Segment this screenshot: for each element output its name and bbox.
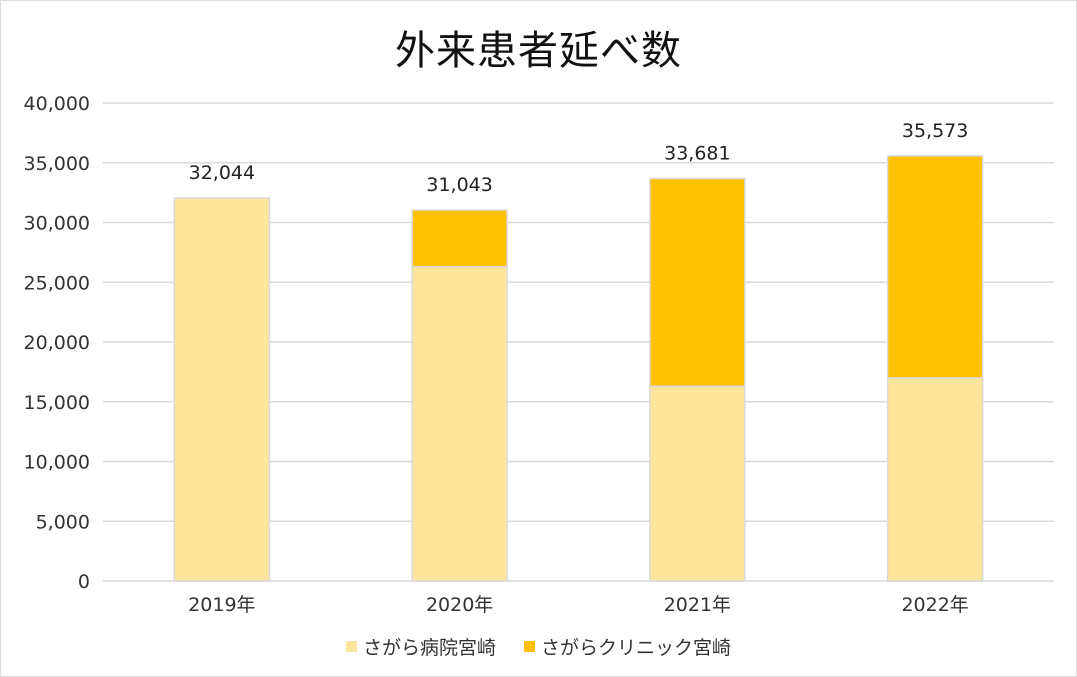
data-label: 31,043 (426, 174, 492, 196)
bar-segment (886, 377, 984, 582)
y-tick-label: 25,000 (24, 272, 90, 294)
y-axis: 0 5,000 10,000 15,000 20,000 25,000 30,000 35,0… (24, 93, 90, 593)
y-tick-label: 40,000 (24, 93, 90, 115)
bar-segment (886, 155, 984, 379)
legend-entry-sagara-hospital: さがら病院宮崎 (345, 633, 496, 660)
bar-segment (649, 385, 746, 582)
data-label: 32,044 (189, 162, 255, 184)
y-tick-label: 15,000 (24, 392, 90, 414)
bar-segment (411, 209, 508, 268)
data-label: 35,573 (902, 120, 968, 142)
y-tick-label: 35,000 (24, 153, 90, 175)
x-tick-label: 2020年 (426, 594, 493, 616)
bar-segment (173, 197, 271, 582)
data-label: 33,681 (664, 143, 730, 165)
chart-title: 外来患者延べ数 (395, 28, 682, 74)
legend-label-sagara-clinic: さがらクリニック宮崎 (541, 637, 732, 659)
legend-label-sagara-hospital: さがら病院宮崎 (362, 637, 496, 659)
x-tick-label: 2019年 (188, 594, 255, 616)
y-tick-label: 20,000 (24, 332, 90, 354)
legend: さがら病院宮崎 さがらクリニック宮崎 (0, 633, 1077, 660)
legend-entry-sagara-clinic: さがらクリニック宮崎 (524, 633, 731, 660)
y-tick-label: 0 (78, 571, 90, 593)
x-axis: 2019年 2020年 2021年 2022年 (188, 594, 969, 616)
y-tick-label: 10,000 (24, 452, 90, 474)
bar-segment (649, 177, 746, 387)
y-tick-label: 30,000 (24, 213, 90, 235)
y-tick-label: 5,000 (36, 511, 90, 533)
legend-swatch-sagara-clinic (524, 641, 535, 652)
x-tick-label: 2021年 (664, 594, 731, 616)
data-labels: 32,044 31,043 33,681 35,573 (189, 120, 969, 196)
bar-segment (411, 265, 508, 582)
x-tick-label: 2022年 (901, 594, 968, 616)
legend-swatch-sagara-hospital (345, 641, 357, 652)
bars (173, 155, 984, 582)
